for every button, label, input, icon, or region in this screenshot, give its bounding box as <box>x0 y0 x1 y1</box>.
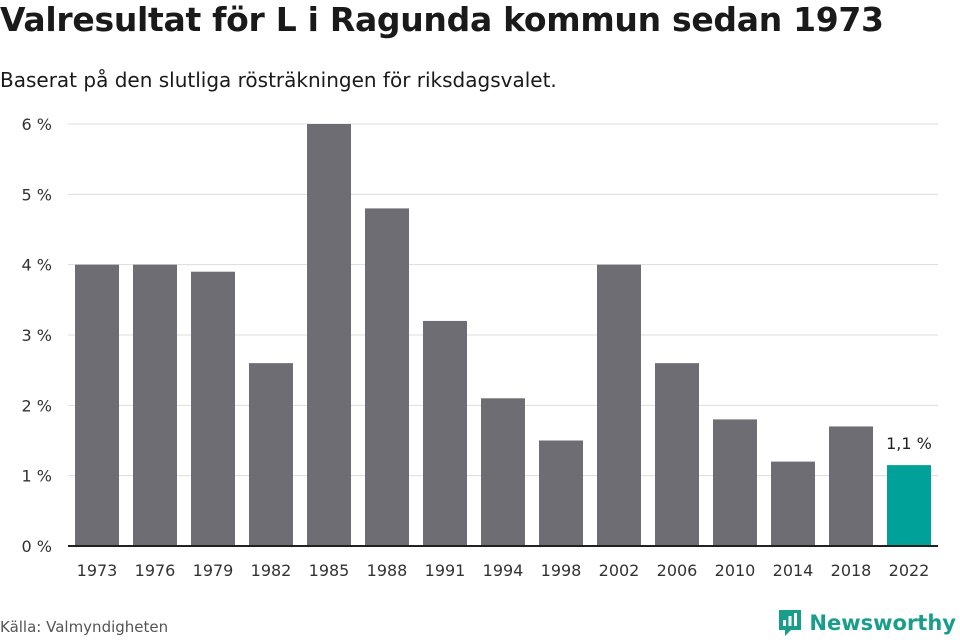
y-tick-label: 4 % <box>22 256 52 275</box>
x-tick-label: 2014 <box>773 561 814 580</box>
bar <box>887 465 931 546</box>
bar <box>249 363 293 546</box>
bar <box>75 264 119 546</box>
x-tick-label: 2010 <box>715 561 756 580</box>
x-tick-label: 1982 <box>251 561 292 580</box>
chart-subtitle: Baserat på den slutliga rösträkningen fö… <box>0 68 557 92</box>
x-tick-label: 2022 <box>889 561 930 580</box>
x-tick-label: 1991 <box>425 561 466 580</box>
newsworthy-logo-icon <box>779 610 802 636</box>
y-tick-label: 5 % <box>22 185 52 204</box>
x-tick-label: 2018 <box>831 561 872 580</box>
bar <box>133 264 177 546</box>
bar <box>771 461 815 546</box>
brand-name: Newsworthy <box>809 611 956 635</box>
bar <box>655 363 699 546</box>
chart-title: Valresultat för L i Ragunda kommun sedan… <box>0 0 884 39</box>
x-tick-label: 1998 <box>541 561 582 580</box>
x-tick-label: 2006 <box>657 561 698 580</box>
bar <box>829 426 873 546</box>
y-tick-label: 6 % <box>22 115 52 134</box>
bar <box>481 398 525 546</box>
source-note: Källa: Valmyndigheten <box>0 618 169 636</box>
bar <box>539 440 583 546</box>
x-tick-label: 1976 <box>135 561 176 580</box>
bar <box>191 271 235 546</box>
bar <box>365 208 409 546</box>
y-tick-label: 1 % <box>22 467 52 486</box>
x-tick-label: 1994 <box>483 561 524 580</box>
bar <box>423 320 467 546</box>
x-tick-label: 1973 <box>77 561 118 580</box>
bar <box>307 124 351 546</box>
y-tick-label: 3 % <box>22 326 52 345</box>
y-tick-label: 0 % <box>22 537 52 556</box>
x-tick-label: 1985 <box>309 561 350 580</box>
bar <box>713 419 757 546</box>
bar <box>597 264 641 546</box>
data-label: 1,1 % <box>886 434 932 453</box>
brand-logo[interactable]: Newsworthy <box>777 606 956 640</box>
y-tick-label: 2 % <box>22 396 52 415</box>
bar-chart: 0 % 1 % 2 % 3 % 4 % 5 % 6 % 1973 1976 1979 1982 198… <box>22 115 938 580</box>
x-tick-label: 1979 <box>193 561 234 580</box>
x-tick-label: 2002 <box>599 561 640 580</box>
x-tick-label: 1988 <box>367 561 408 580</box>
